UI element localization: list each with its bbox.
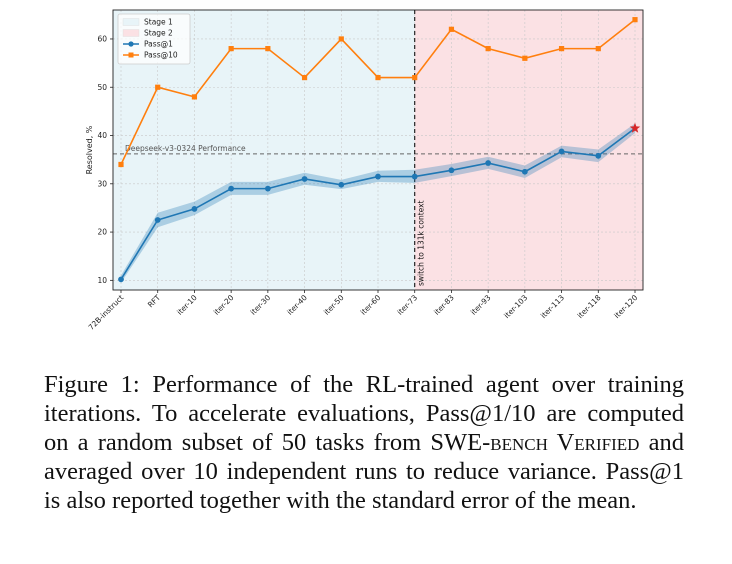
legend: Stage 1 Stage 2 Pass@1 Pass@10 xyxy=(117,13,191,65)
vertical-marker-label: switch to 131k context xyxy=(417,200,426,286)
y-axis-label: Resolved, % xyxy=(85,125,94,174)
figure-caption: Figure 1: Performance of the RL-trained … xyxy=(44,370,684,515)
pass1-point xyxy=(595,152,602,159)
pass1-point xyxy=(338,181,345,188)
x-tick-label: iter-40 xyxy=(285,293,309,317)
x-tick-label: 72B-instruct xyxy=(87,293,126,332)
highlight-star-point xyxy=(629,122,641,133)
x-tick-label: iter-60 xyxy=(359,293,383,317)
reference-line-group: Deepseek-v3-0324 Performance xyxy=(113,144,643,155)
x-axis: 72B-instruct RFT iter-10 iter-20 iter-30 iter… xyxy=(87,290,640,332)
y-tick-label: 60 xyxy=(97,35,107,44)
x-tick-label: iter-50 xyxy=(322,293,346,317)
x-tick-label: iter-118 xyxy=(576,293,603,320)
pass10-point xyxy=(301,74,308,81)
pass10-point xyxy=(118,161,124,168)
pass10-point xyxy=(338,36,344,42)
pass1-point xyxy=(301,176,308,182)
pass1-point xyxy=(485,160,492,166)
y-tick-label: 20 xyxy=(97,228,107,237)
x-tick-label: iter-73 xyxy=(395,293,419,317)
x-tick-label: iter-113 xyxy=(539,293,566,320)
legend-label: Pass@1 xyxy=(144,40,173,49)
caption-tail: and averaged over 10 independent runs to… xyxy=(44,429,684,514)
pass1-point xyxy=(228,185,235,192)
pass10-point xyxy=(412,74,418,81)
y-tick-label: 40 xyxy=(97,131,107,140)
legend-label: Stage 1 xyxy=(144,18,173,27)
pass10-point xyxy=(485,46,491,52)
x-tick-label: iter-30 xyxy=(249,293,273,317)
pass1-point xyxy=(154,217,161,223)
pass10-point xyxy=(632,17,638,23)
legend-swatch xyxy=(122,18,140,26)
pass1-point xyxy=(411,173,418,180)
caption-lead: Figure 1: Performance of the RL-trained … xyxy=(44,371,684,456)
pass10-point xyxy=(375,74,381,81)
pass1-point xyxy=(558,148,565,155)
legend-label: Pass@10 xyxy=(144,51,178,60)
pass1-point xyxy=(375,173,381,180)
legend-swatch-marker xyxy=(128,52,134,58)
x-tick-label: iter-120 xyxy=(612,293,639,320)
pass10-point xyxy=(595,46,601,52)
legend-box xyxy=(117,13,191,65)
chart: Deepseek-v3-0324 Performance switch to 1… xyxy=(85,9,644,332)
x-tick-label: RFT xyxy=(146,293,163,310)
pass10-point xyxy=(155,84,161,90)
pass1-sem-band xyxy=(121,123,635,283)
pass10-point xyxy=(448,26,455,32)
pass1-point xyxy=(264,185,271,192)
legend-label: Stage 2 xyxy=(144,29,173,38)
vertical-marker-group: switch to 131k context xyxy=(414,10,426,290)
legend-swatch xyxy=(122,29,140,37)
pass10-point xyxy=(265,46,271,52)
x-tick-label: iter-103 xyxy=(502,293,529,320)
x-tick-label: iter-10 xyxy=(175,293,199,317)
caption-benchmark: SWE-bench Verified xyxy=(430,429,640,456)
y-tick-label: 30 xyxy=(97,179,107,188)
pass10-point xyxy=(558,46,565,52)
pass1-point xyxy=(448,167,455,174)
y-tick-label: 10 xyxy=(97,276,107,285)
pass1-point xyxy=(521,168,528,175)
pass10-point xyxy=(191,94,198,100)
x-tick-label: iter-93 xyxy=(469,293,493,317)
y-tick-label: 50 xyxy=(97,83,107,92)
pass1-point xyxy=(118,276,124,283)
series-markers xyxy=(118,17,641,283)
reference-line-label: Deepseek-v3-0324 Performance xyxy=(125,144,246,153)
x-tick-label: iter-20 xyxy=(212,293,236,317)
legend-swatch-marker xyxy=(128,41,134,47)
sem-band-group xyxy=(121,123,635,283)
x-tick-label: iter-83 xyxy=(432,293,456,317)
pass1-point xyxy=(191,205,198,212)
pass10-point xyxy=(522,55,528,61)
pass10-point xyxy=(228,46,234,52)
y-axis: 10 20 30 40 50 60 Resolved, % xyxy=(85,35,113,285)
